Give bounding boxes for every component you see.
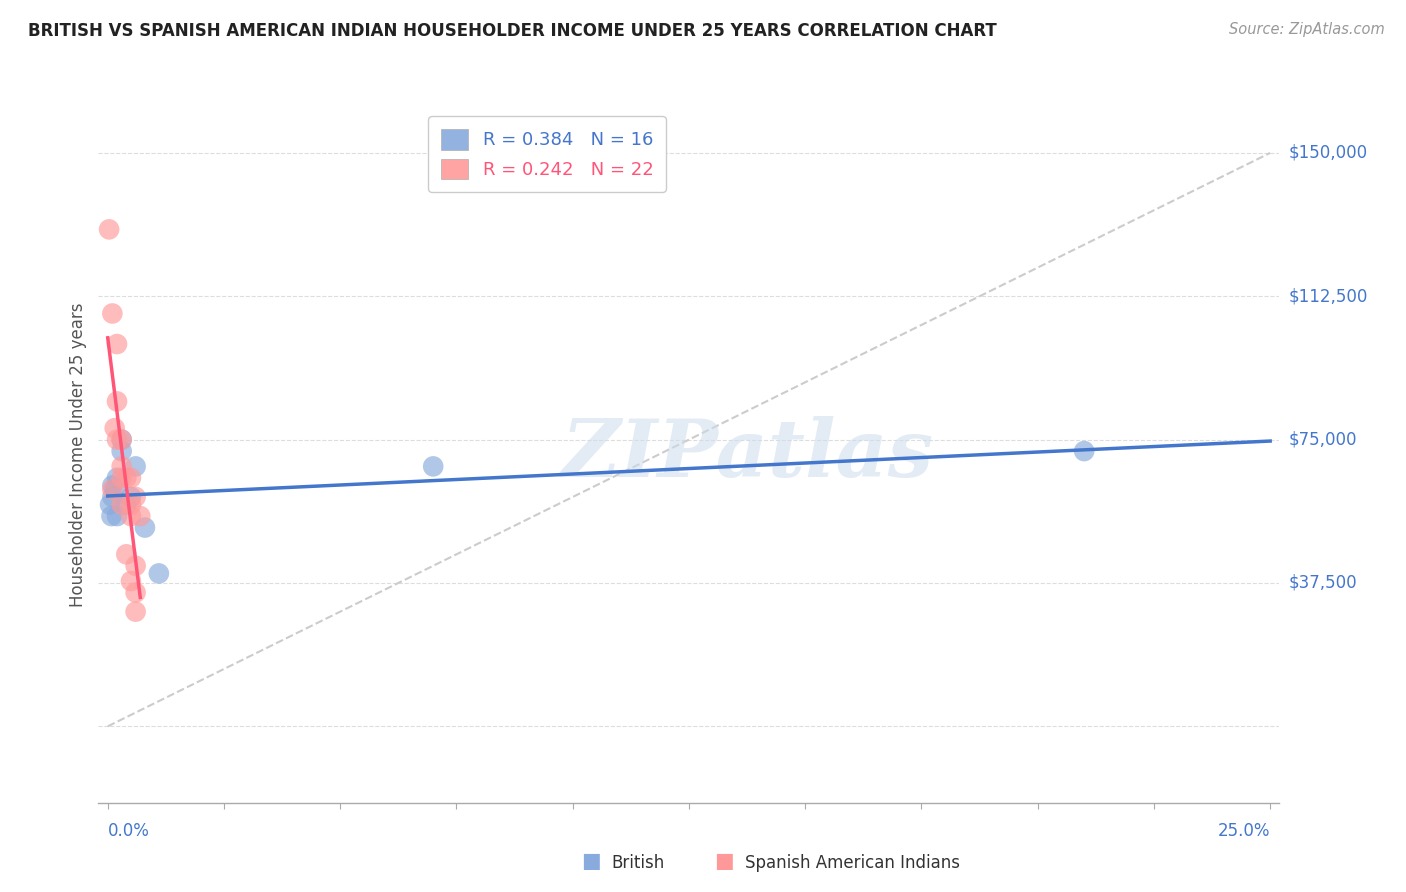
Point (120, 471, 142, 485)
Point (124, 605, 146, 619)
Text: $37,500: $37,500 (1289, 574, 1357, 592)
Point (148, 566, 170, 581)
Text: British: British (612, 854, 665, 871)
Point (98, 498, 121, 512)
Text: ■: ■ (581, 851, 600, 871)
Point (105, 337, 128, 351)
Text: $75,000: $75,000 (1289, 431, 1357, 449)
Point (105, 471, 128, 485)
Text: 25.0%: 25.0% (1218, 822, 1270, 840)
Text: 0.0%: 0.0% (108, 822, 149, 840)
Point (105, 394, 128, 409)
Point (101, 490, 124, 504)
Point (111, 459, 134, 474)
Point (105, 509, 128, 524)
Text: ZIPatlas: ZIPatlas (562, 417, 934, 493)
Point (115, 547, 138, 561)
Point (101, 306, 124, 320)
Y-axis label: Householder Income Under 25 years: Householder Income Under 25 years (69, 302, 87, 607)
Point (124, 490, 146, 504)
Point (111, 498, 134, 512)
Point (104, 483, 127, 497)
Point (422, 459, 444, 474)
Point (115, 498, 138, 512)
Point (100, 509, 122, 524)
Point (120, 498, 142, 512)
Point (129, 509, 152, 524)
Point (101, 483, 124, 497)
Point (120, 490, 142, 504)
Point (115, 471, 138, 485)
Point (120, 509, 142, 524)
Point (105, 433, 128, 447)
Legend: R = 0.384   N = 16, R = 0.242   N = 22: R = 0.384 N = 16, R = 0.242 N = 22 (429, 116, 666, 192)
Point (104, 421, 127, 435)
Point (124, 459, 146, 474)
Point (111, 471, 134, 485)
Point (101, 478, 124, 492)
Text: Spanish American Indians: Spanish American Indians (745, 854, 960, 871)
Point (98, 222, 121, 236)
Point (124, 558, 146, 573)
Point (124, 585, 146, 599)
Text: $150,000: $150,000 (1289, 144, 1368, 162)
Point (111, 433, 134, 447)
Text: BRITISH VS SPANISH AMERICAN INDIAN HOUSEHOLDER INCOME UNDER 25 YEARS CORRELATION: BRITISH VS SPANISH AMERICAN INDIAN HOUSE… (28, 22, 997, 40)
Text: ■: ■ (714, 851, 734, 871)
Point (120, 574, 142, 588)
Point (111, 433, 134, 447)
Point (111, 444, 134, 458)
Text: Source: ZipAtlas.com: Source: ZipAtlas.com (1229, 22, 1385, 37)
Point (1073, 444, 1095, 458)
Point (134, 520, 156, 534)
Text: $112,500: $112,500 (1289, 287, 1368, 305)
